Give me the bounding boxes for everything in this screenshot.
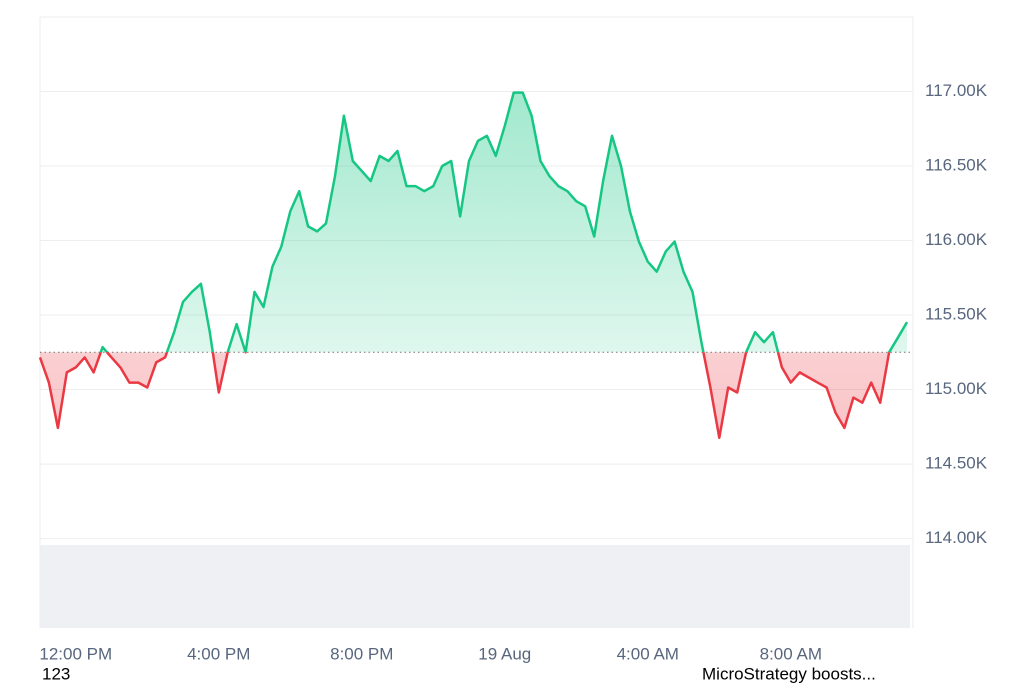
plot [38,91,913,440]
x-tick-label: 12:00 PM [39,644,112,663]
y-tick-label: 115.00K [925,379,988,398]
x-tick-label: 8:00 PM [330,644,393,663]
x-tick-label: 4:00 AM [617,644,679,663]
price-line-up [99,91,909,353]
x-tick-label: 8:00 AM [760,644,822,663]
y-tick-label: 117.00K [925,81,988,100]
x-tick-label: 19 Aug [478,644,531,663]
y-tick-label: 116.00K [925,230,988,249]
annotation: 123 [42,664,70,683]
volume-band [40,545,910,628]
y-tick-label: 116.50K [925,156,988,175]
area-up [100,92,907,353]
y-tick-label: 114.50K [925,454,988,473]
news-link[interactable]: MicroStrategy boosts... [702,664,876,683]
y-tick-label: 114.00K [925,528,988,547]
area-down [40,352,907,438]
x-tick-label: 4:00 PM [187,644,250,663]
y-tick-label: 115.50K [925,305,988,324]
